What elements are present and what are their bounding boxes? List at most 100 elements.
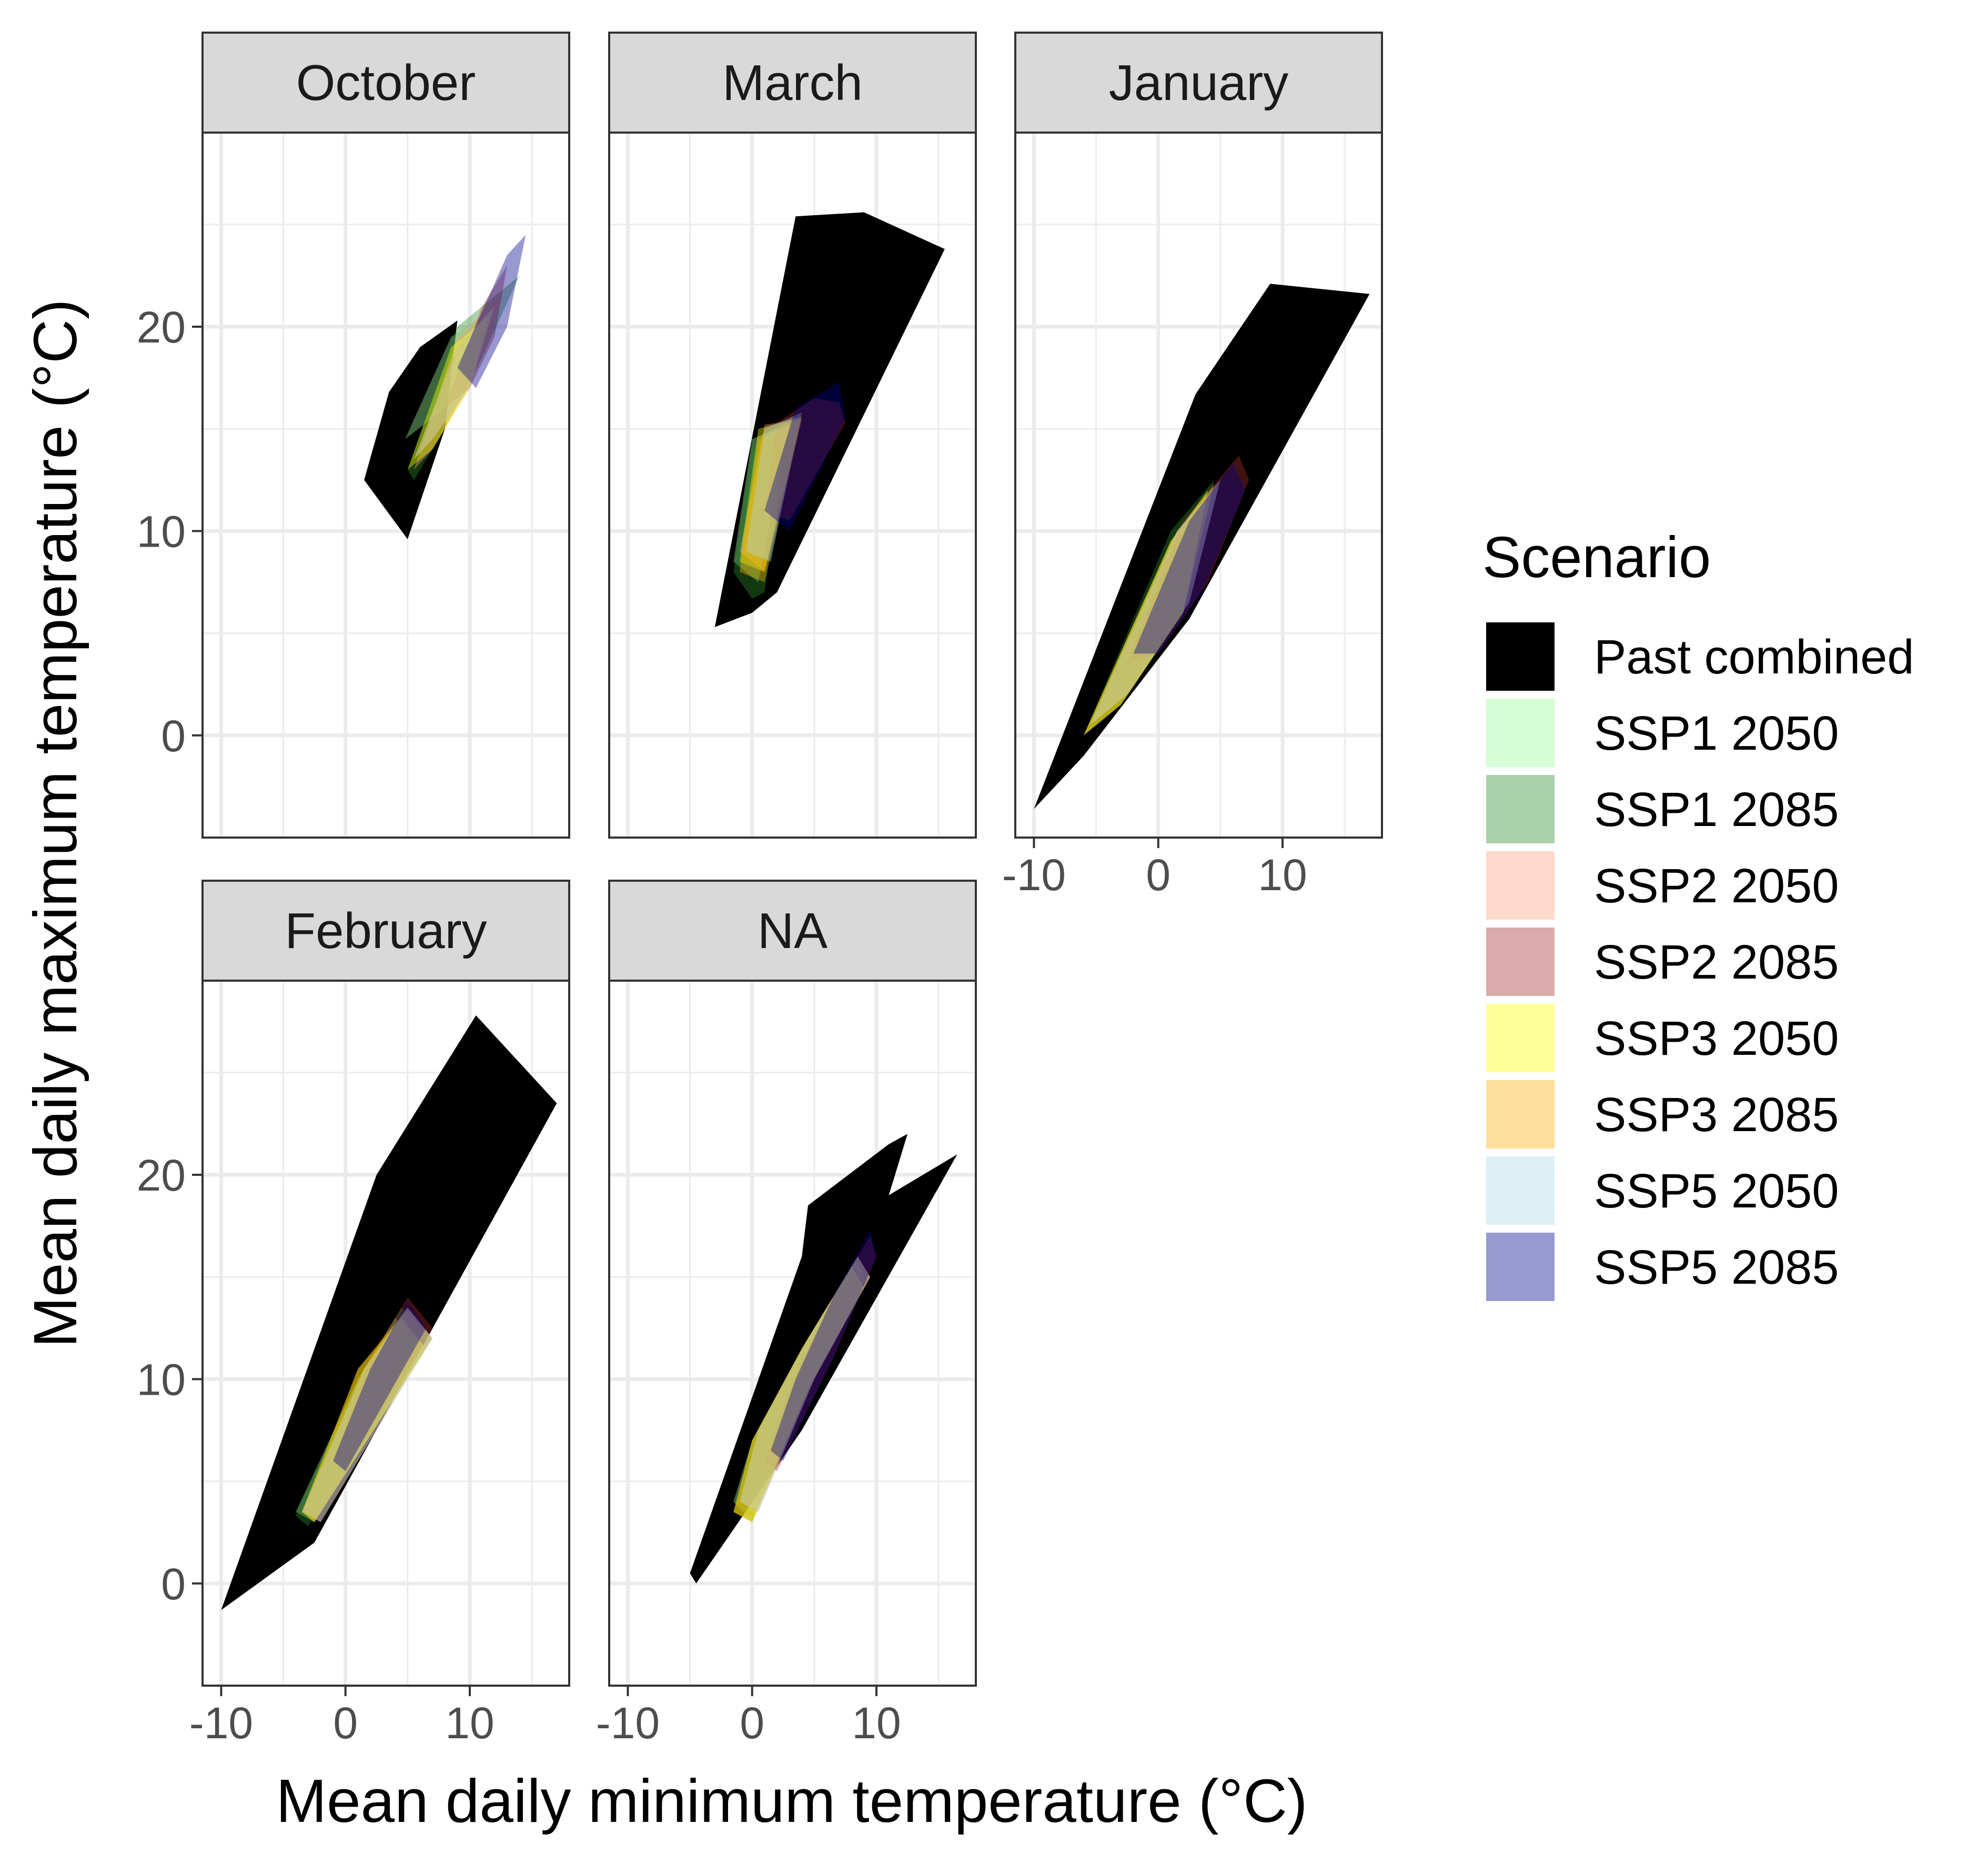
hull-ssp5-2050 xyxy=(740,1256,871,1512)
legend-item-ssp3-2085: SSP3 2085 xyxy=(1486,1080,1839,1148)
legend-key xyxy=(1486,1004,1555,1072)
hull-past-combined xyxy=(714,212,945,627)
series-layer xyxy=(690,1134,957,1584)
y-tick-label: 0 xyxy=(161,711,186,761)
hull-ssp1-2050 xyxy=(1083,490,1208,735)
hull-ssp1-2085 xyxy=(296,1307,433,1526)
hull-ssp5-2085 xyxy=(457,235,526,388)
y-tick-label: 20 xyxy=(137,303,186,352)
hull-past-combined xyxy=(1034,284,1370,809)
legend-item-ssp5-2085: SSP5 2085 xyxy=(1486,1233,1839,1301)
hull-ssp3-2085 xyxy=(733,1256,871,1523)
hull-ssp5-2085 xyxy=(771,1230,876,1461)
hull-ssp2-2050 xyxy=(413,296,501,470)
facet-strip xyxy=(201,880,570,982)
hull-ssp3-2085 xyxy=(740,418,802,582)
hull-ssp5-2050 xyxy=(1089,480,1220,726)
hull-ssp2-2085 xyxy=(333,1297,433,1472)
y-axis-title: Mean daily maximum temperature (°C) xyxy=(21,299,89,1347)
facet-strip-label: March xyxy=(722,55,863,111)
legend-item-ssp2-2050: SSP2 2050 xyxy=(1486,851,1839,920)
legend-item-past-combined: Past combined xyxy=(1486,622,1914,691)
x-tick-label: 0 xyxy=(740,1698,764,1748)
hull-ssp5-2050 xyxy=(413,306,495,460)
legend-items: Past combined SSP1 2050 SSP1 2085 SSP2 2050… xyxy=(1486,622,1914,1301)
legend: Scenario Past combined SSP1 2050 SSP1 2085… xyxy=(1482,525,1914,1301)
facet-strip-label: January xyxy=(1109,55,1289,111)
hull-ssp1-2085 xyxy=(1083,480,1214,735)
legend-item-ssp3-2050: SSP3 2050 xyxy=(1486,1004,1839,1072)
x-axis-title: Mean daily minimum temperature (°C) xyxy=(276,1767,1308,1835)
series-layer xyxy=(364,235,526,539)
hull-ssp3-2050 xyxy=(1083,490,1208,735)
y-tick-label: 0 xyxy=(161,1559,186,1609)
legend-key xyxy=(1486,775,1555,843)
hull-ssp2-2050 xyxy=(302,1307,433,1523)
hull-past-combined xyxy=(221,1015,557,1610)
hull-ssp5-2085 xyxy=(764,381,845,531)
legend-key xyxy=(1486,928,1555,996)
hull-past-combined xyxy=(364,320,458,539)
x-tick-label: 0 xyxy=(333,1698,358,1748)
legend-label: SSP1 2085 xyxy=(1594,783,1839,837)
hull-ssp1-2085 xyxy=(733,418,790,599)
legend-label: SSP5 2050 xyxy=(1594,1164,1839,1218)
hull-ssp2-2085 xyxy=(1127,455,1249,664)
facet-panel-february: February 0 10 20 -10 0 10 xyxy=(137,880,570,1748)
x-tick-label: -10 xyxy=(189,1698,253,1748)
legend-item-ssp2-2085: SSP2 2085 xyxy=(1486,928,1839,996)
legend-key xyxy=(1486,699,1555,767)
hull-ssp3-2085 xyxy=(413,306,495,460)
legend-label: SSP3 2050 xyxy=(1594,1012,1839,1065)
facet-panel-march: March xyxy=(608,32,977,839)
panel-border xyxy=(608,980,977,1687)
hull-ssp5-2050 xyxy=(745,412,802,562)
gridlines xyxy=(609,981,976,1686)
facet-panel-na: NA -10 0 10 xyxy=(596,880,977,1748)
legend-key xyxy=(1486,1080,1555,1148)
series-layer xyxy=(714,212,945,627)
x-tick-label: 10 xyxy=(852,1698,901,1748)
legend-label: SSP2 2085 xyxy=(1594,935,1839,989)
panel-border xyxy=(608,132,977,839)
facet-strip xyxy=(608,880,977,982)
hull-ssp2-2085 xyxy=(445,265,507,409)
facet-strip xyxy=(1014,32,1383,134)
hull-ssp3-2050 xyxy=(740,416,802,572)
legend-item-ssp5-2050: SSP5 2050 xyxy=(1486,1156,1839,1225)
legend-label: SSP5 2085 xyxy=(1594,1241,1839,1294)
y-tick-label: 20 xyxy=(137,1151,186,1200)
legend-key xyxy=(1486,1156,1555,1225)
legend-item-ssp1-2050: SSP1 2050 xyxy=(1486,699,1839,767)
legend-title: Scenario xyxy=(1482,525,1711,590)
y-tick-label: 10 xyxy=(137,1355,186,1404)
facet-panel-october: October 0 10 20 xyxy=(137,32,570,839)
facet-strip xyxy=(608,32,977,134)
hull-ssp5-2050 xyxy=(302,1307,433,1523)
x-tick-label: -10 xyxy=(1002,850,1066,900)
hull-ssp2-2050 xyxy=(740,1256,871,1512)
legend-label: SSP1 2050 xyxy=(1594,707,1839,760)
legend-label: SSP3 2085 xyxy=(1594,1088,1839,1142)
x-tick-label: 10 xyxy=(445,1698,494,1748)
legend-label: Past combined xyxy=(1594,630,1914,684)
hull-ssp3-2050 xyxy=(733,1266,864,1523)
y-tick-label: 10 xyxy=(137,507,186,556)
panel-border xyxy=(1014,132,1383,839)
hull-ssp1-2050 xyxy=(405,316,482,439)
hull-ssp1-2050 xyxy=(733,1266,864,1523)
hull-ssp5-2085 xyxy=(1133,464,1246,654)
panel-border xyxy=(201,980,570,1687)
legend-item-ssp1-2085: SSP1 2085 xyxy=(1486,775,1839,843)
series-layer xyxy=(221,1015,557,1610)
hull-ssp1-2050 xyxy=(733,422,790,582)
facet-strip xyxy=(201,32,570,134)
facet-strip-label: February xyxy=(285,903,487,959)
hull-ssp2-2085 xyxy=(764,1236,876,1472)
hull-ssp3-2085 xyxy=(1083,484,1214,735)
hull-ssp1-2085 xyxy=(407,275,520,480)
legend-key xyxy=(1486,851,1555,920)
x-tick-label: -10 xyxy=(596,1698,660,1748)
facet-strip-label: October xyxy=(296,55,476,111)
